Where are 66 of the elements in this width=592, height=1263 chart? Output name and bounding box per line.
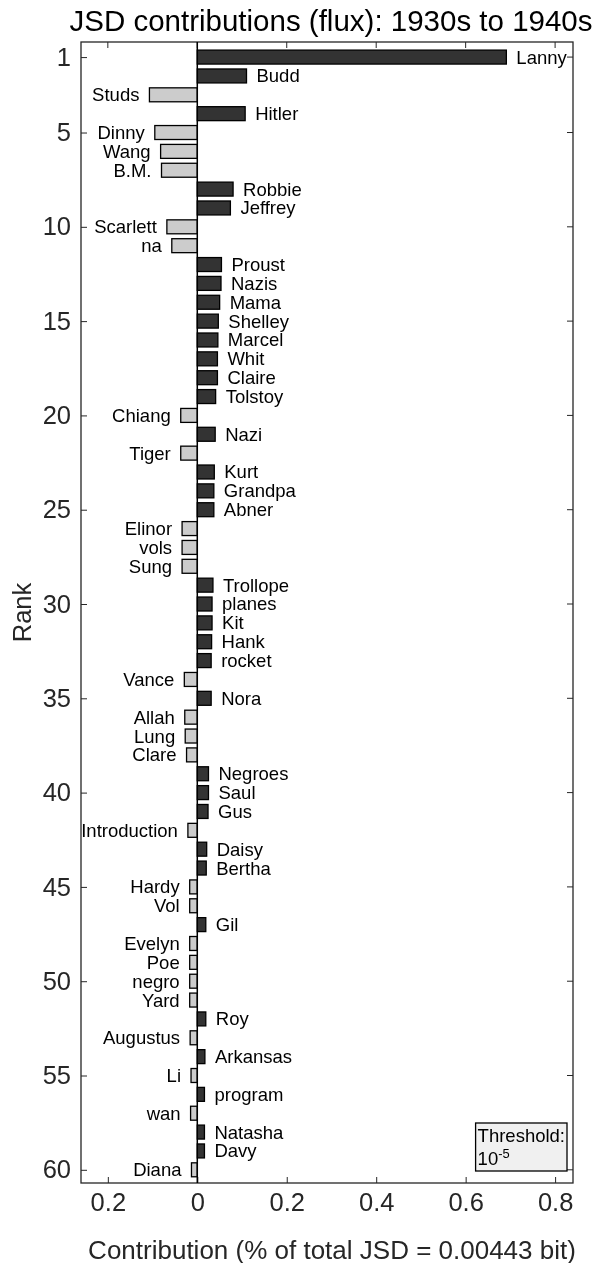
annotation: Gus <box>218 800 252 822</box>
annotation: Dinny <box>97 122 146 143</box>
annotation: Daisy <box>216 838 264 860</box>
annotation: Jeffrey <box>240 197 297 219</box>
annotation: Diana <box>133 1159 183 1181</box>
annotation: wan <box>145 1102 181 1124</box>
annotation: Negroes <box>218 763 289 785</box>
annotation: Davy <box>214 1140 258 1162</box>
x-tick-label: 0.4 <box>358 1188 395 1217</box>
annotation: negro <box>132 970 180 992</box>
annotation: Budd <box>256 65 300 87</box>
x-tick-label: 0.2 <box>90 1188 127 1217</box>
annotation: Hitler <box>255 103 299 125</box>
chart-title: JSD contributions (flux): 1930s to 1940s <box>69 4 592 37</box>
annotation: Trollope <box>222 574 290 596</box>
annotation: Mama <box>229 291 282 313</box>
annotation: Vance <box>123 668 175 690</box>
annotation: Augustus <box>102 1027 181 1049</box>
y-tick-label: 50 <box>42 966 71 995</box>
y-tick-label: 10 <box>42 212 71 241</box>
annotation: Tolstoy <box>225 386 284 408</box>
x-tick-label: 0.6 <box>448 1188 484 1217</box>
annotation: Tiger <box>129 442 171 464</box>
annotation: Abner <box>223 499 274 521</box>
y-tick-label: 60 <box>42 1155 71 1184</box>
annotation: Whit <box>227 348 265 370</box>
annotation: Scarlett <box>94 216 157 238</box>
annotation: Li <box>166 1064 182 1086</box>
annotation: Hank <box>221 631 266 653</box>
annotation: Claire <box>227 367 276 389</box>
y-tick-label: 15 <box>42 306 71 335</box>
annotation: Lanny <box>516 46 568 68</box>
x-tick-label: 0.8 <box>537 1188 574 1217</box>
y-tick-label: 40 <box>42 778 71 807</box>
annotation: Natasha <box>214 1121 285 1143</box>
x-tick-label: 0.2 <box>269 1188 305 1217</box>
annotation: Studs <box>92 84 140 106</box>
annotation: Nora <box>221 687 262 709</box>
y-tick-label: 25 <box>42 495 71 524</box>
annotation: Robbie <box>243 178 302 200</box>
y-tick-label: 45 <box>42 872 71 901</box>
annotation: Gil <box>215 914 239 936</box>
y-tick-label: 1 <box>56 42 71 71</box>
y-tick-label: 30 <box>42 589 71 618</box>
annotation: Arkansas <box>214 1046 293 1068</box>
y-axis-title: Rank <box>8 582 36 643</box>
y-tick-label: 5 <box>56 118 71 147</box>
annotation: Grandpa <box>223 480 297 502</box>
annotation: Evelyn <box>124 932 180 954</box>
y-tick-label: 35 <box>42 683 71 712</box>
annotation: Lung <box>134 725 176 747</box>
annotation: Chiang <box>112 404 171 426</box>
annotation: program <box>214 1083 284 1105</box>
annotation: Sung <box>128 555 173 577</box>
annotation: Hardy <box>130 876 181 898</box>
annotation: Allah <box>133 706 175 728</box>
annotation: Shelley <box>228 310 290 332</box>
annotation: rocket <box>221 650 272 672</box>
annotation: Kurt <box>224 461 259 483</box>
annotation: na <box>141 235 163 257</box>
annotation: Nazi <box>225 423 263 445</box>
y-tick-label: 55 <box>42 1061 71 1090</box>
annotation: Roy <box>215 1008 250 1030</box>
x-tick-label: 0 <box>190 1188 205 1217</box>
y-tick-label: 20 <box>42 401 71 430</box>
annotation: Introduction <box>81 819 178 841</box>
